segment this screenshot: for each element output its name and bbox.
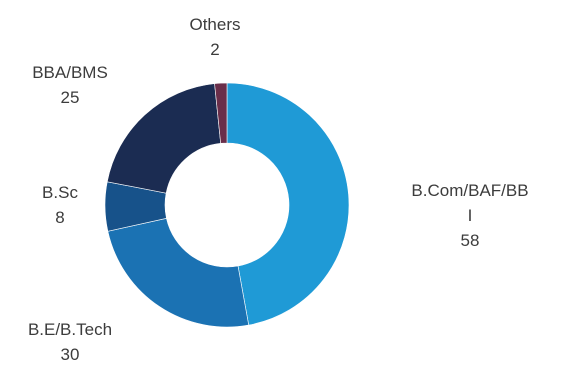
label-name-line: B.Sc (42, 183, 78, 202)
slice-b-e-b-tech (107, 217, 250, 328)
data-label-bsc: B.Sc 8 (25, 180, 95, 230)
slice-others (214, 82, 228, 144)
data-label-others: Others 2 (165, 12, 265, 62)
label-name-line: B.Com/BAF/BB (411, 181, 529, 200)
slice-b-com-baf-bbi (226, 82, 350, 326)
data-label-bcom-baf-bbi: B.Com/BAF/BB I 58 (395, 178, 545, 253)
label-value: 58 (460, 231, 480, 250)
label-name-line: I (467, 206, 473, 225)
label-value: 25 (60, 88, 80, 107)
donut-slices (104, 82, 350, 328)
label-value: 30 (60, 345, 80, 364)
label-name-line: BBA/BMS (32, 63, 108, 82)
label-name-line: B.E/B.Tech (27, 320, 113, 339)
label-value: 2 (210, 40, 220, 59)
label-value: 8 (55, 208, 65, 227)
data-label-bba-bms: BBA/BMS 25 (10, 60, 130, 110)
data-label-be-btech: B.E/B.Tech 30 (10, 317, 130, 367)
label-name-line: Others (189, 15, 241, 34)
